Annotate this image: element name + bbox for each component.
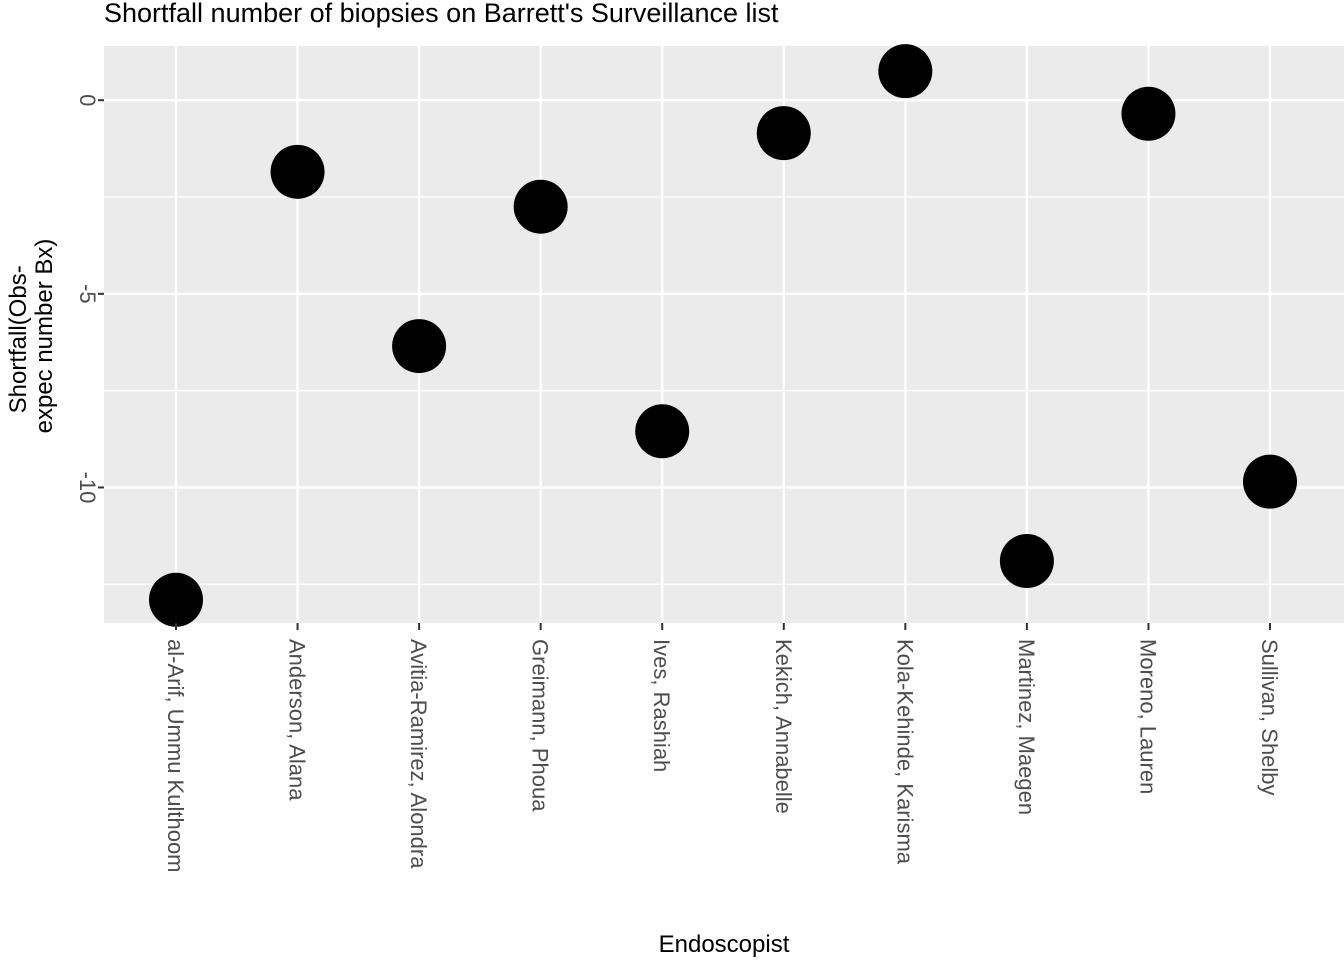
y-axis-title: Shortfall(Obs- expec number Bx) [5,239,58,434]
x-tick-label: Ives, Rashiah [649,639,674,772]
y-axis: 0 -5 -10 [75,94,104,503]
y-axis-title-line-1: Shortfall(Obs- [5,265,32,413]
x-tick-label: Avitia-Ramirez, Alondra [406,639,431,869]
data-point [149,572,203,627]
y-axis-title-line-2: expec number Bx) [31,239,58,434]
data-point [635,404,690,459]
y-tick-label: 0 [75,94,100,106]
data-point [878,44,933,99]
x-tick-label: Moreno, Lauren [1135,639,1160,794]
data-point [392,319,447,374]
x-tick-label: al-Arif, Ummu Kulthoom [163,639,188,873]
data-point [270,144,325,199]
data-point [1121,86,1176,141]
x-tick-label: Anderson, Alana [285,639,310,801]
y-tick-label: -5 [75,284,100,304]
grid-major [104,46,1344,623]
x-tick-label: Sullivan, Shelby [1257,639,1282,796]
y-tick-label: -10 [75,472,100,504]
data-points [149,44,1297,627]
chart-title: Shortfall number of biopsies on Barrett'… [104,0,779,28]
plot-panel [104,46,1344,623]
x-axis-title: Endoscopist [659,931,790,958]
x-tick-label: Greimann, Phoua [528,639,553,812]
x-tick-label: Kola-Kehinde, Karisma [892,639,917,865]
grid-minor [104,196,1344,585]
data-point [756,106,811,161]
data-point [999,534,1054,589]
data-point [1243,454,1297,509]
x-tick-label: Martinez, Maegen [1014,639,1039,815]
x-tick-label: Kekich, Annabelle [771,639,796,814]
x-axis: al-Arif, Ummu Kulthoom Anderson, Alana Avi… [163,623,1282,873]
data-point [513,179,568,234]
